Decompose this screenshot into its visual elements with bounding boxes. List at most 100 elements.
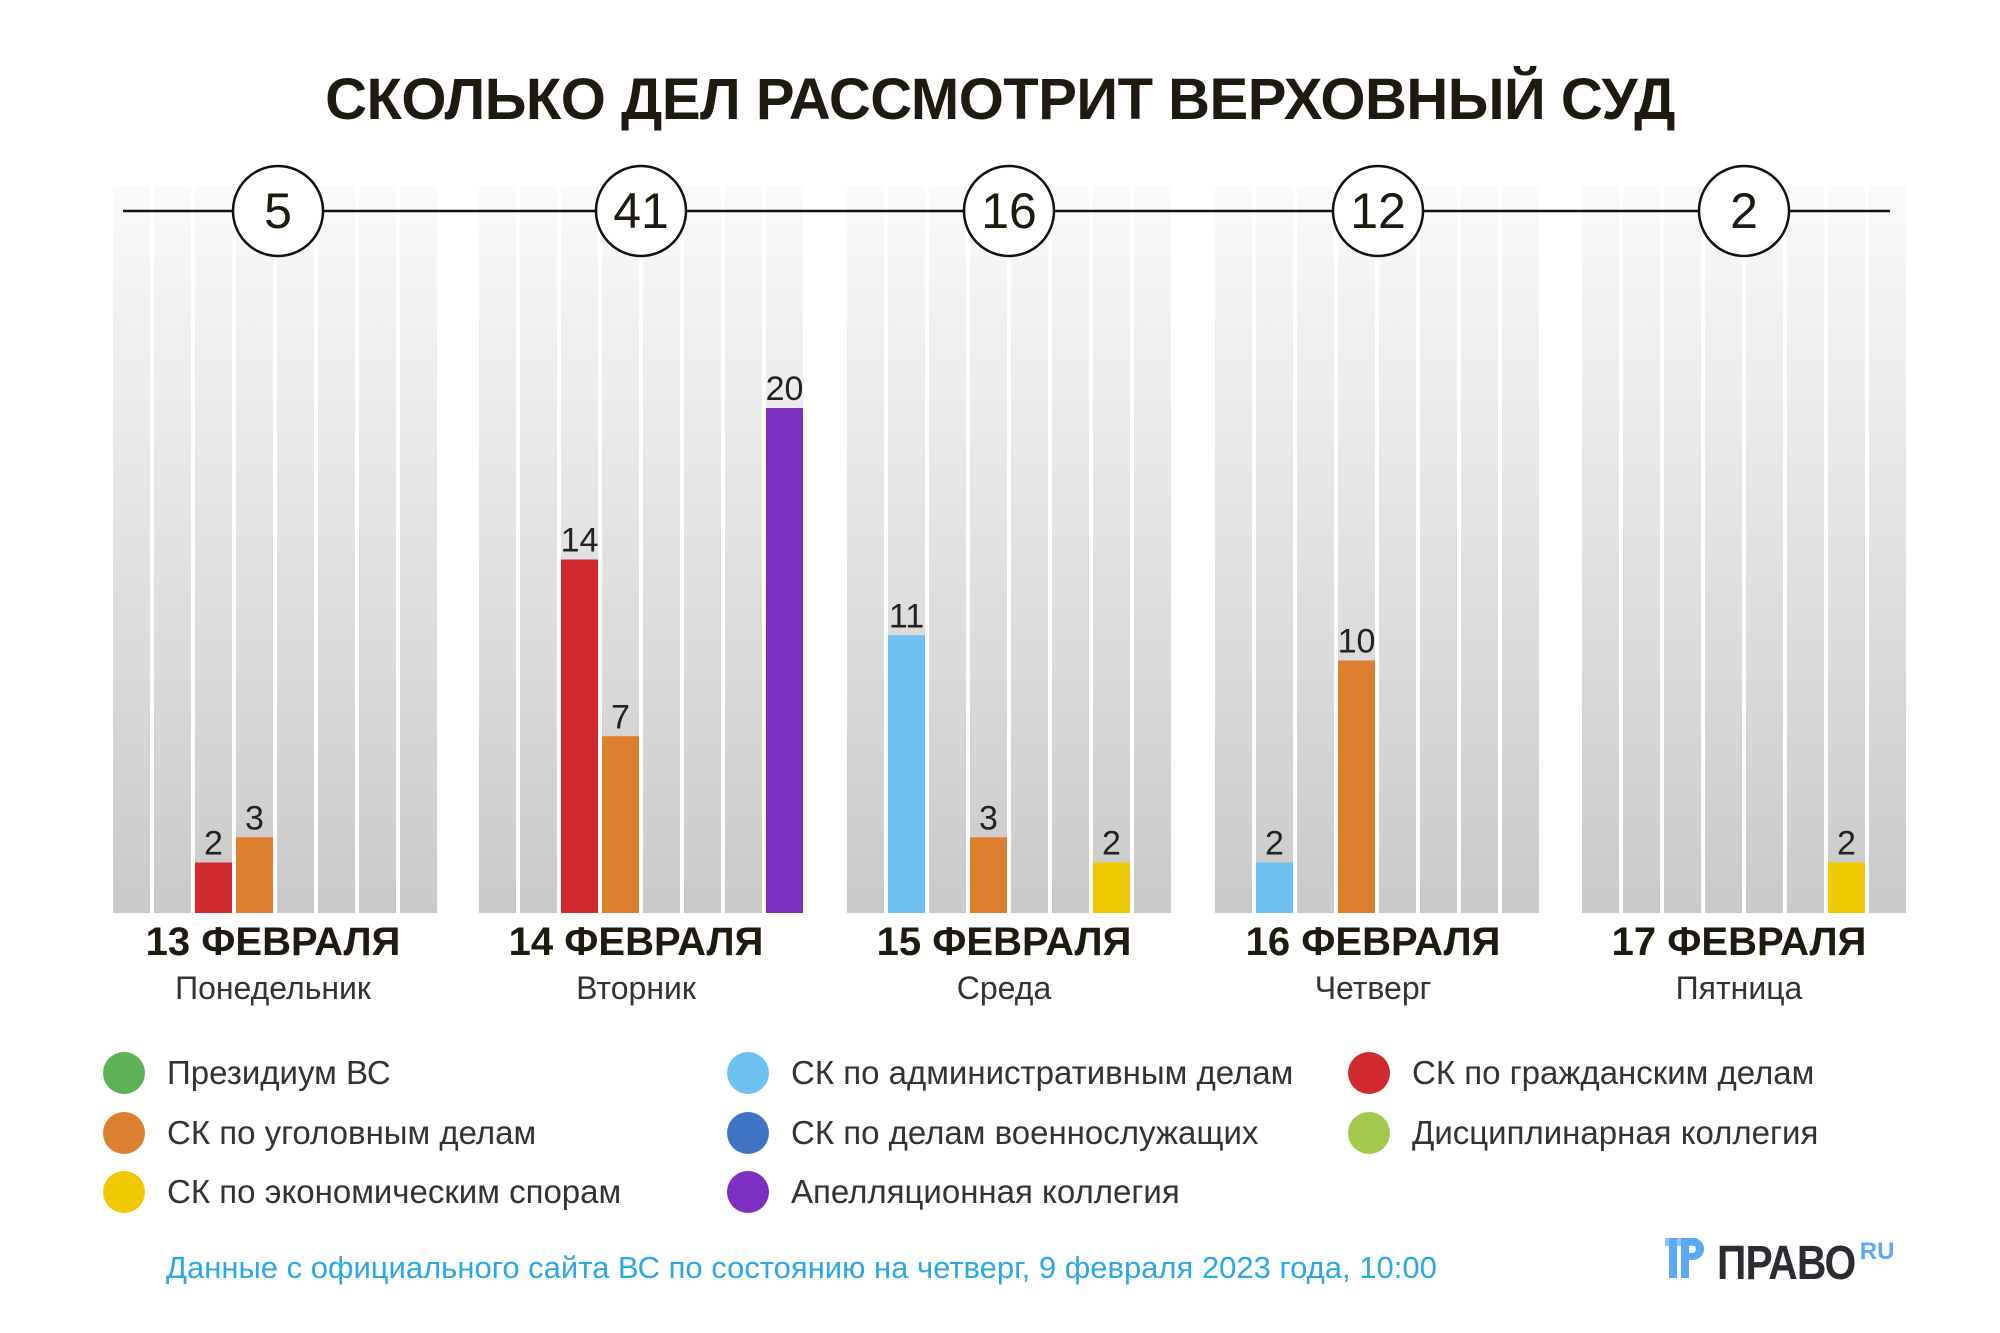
legend-swatch-icon [1348,1112,1390,1154]
column-background [1420,186,1457,913]
column-background [1787,186,1824,913]
legend-label: СК по административным делам [791,1054,1294,1091]
day-total-label: 12 [1350,183,1406,239]
column-background [1256,186,1293,913]
bar [195,862,232,913]
weekday-label: Четверг [1314,970,1432,1006]
column-background [1379,186,1416,913]
column-background [1828,186,1865,913]
column-background [847,186,884,913]
bar-value-label: 7 [611,698,630,736]
day-total-label: 16 [981,183,1037,239]
column-background [1623,186,1660,913]
bar [888,635,925,913]
bar [1828,862,1865,913]
source-note: Данные с официального сайта ВС по состоя… [166,1250,1437,1285]
logo-mark-icon [1665,1238,1704,1278]
weekday-label: Понедельник [175,970,371,1006]
weekday-label: Пятница [1675,970,1803,1006]
bar [236,837,273,913]
bar [561,559,598,913]
legend-label: СК по уголовным делам [167,1114,537,1151]
column-background [236,186,273,913]
legend-item: Дисциплинарная коллегия [1348,1112,1818,1154]
legend-label: Апелляционная коллегия [791,1173,1180,1210]
bar-value-label: 14 [561,522,599,560]
column-background [1746,186,1783,913]
bar-value-label: 2 [1102,825,1121,863]
legend-label: СК по экономическим спорам [167,1173,622,1210]
bar [1256,862,1293,913]
date-label: 15 ФЕВРАЛЯ [876,920,1132,964]
legend-swatch-icon [103,1171,145,1213]
legend-item: СК по уголовным делам [103,1112,536,1154]
column-background [643,186,680,913]
bar-value-label: 3 [979,799,998,837]
bar-value-label: 2 [204,825,223,863]
column-background [154,186,191,913]
column-background [1664,186,1701,913]
day-total-label: 5 [264,183,292,239]
column-background [479,186,516,913]
legend-label: Дисциплинарная коллегия [1412,1114,1819,1151]
column-background [1093,186,1130,913]
column-background [195,186,232,913]
bar [970,837,1007,913]
logo-suffix: RU [1859,1238,1895,1265]
legend-label: СК по делам военнослужащих [791,1114,1259,1151]
legend-item: СК по гражданским делам [1348,1052,1814,1094]
day-total-label: 41 [613,183,669,239]
day-total-circle [1697,164,1791,258]
column-background [113,186,150,913]
legend-swatch-icon [727,1052,769,1094]
column-background [520,186,557,913]
bar-value-label: 3 [245,799,264,837]
column-background [970,186,1007,913]
column-background [684,186,721,913]
bar-value-label: 2 [1265,825,1284,863]
legend-swatch-icon [103,1112,145,1154]
chart-title: СКОЛЬКО ДЕЛ РАССМОТРИТ ВЕРХОВНЫЙ СУД [325,67,1675,132]
logo-word: ПРАВО [1717,1237,1856,1290]
legend-item: Президиум ВС [103,1052,391,1094]
weekday-label: Вторник [576,970,696,1006]
day-total-circle [1331,164,1425,258]
legend-swatch-icon [727,1171,769,1213]
date-label: 14 ФЕВРАЛЯ [508,920,764,964]
column-background [277,186,314,913]
legend-item: СК по делам военнослужащих [727,1112,1258,1154]
bar [602,736,639,913]
legend-item: СК по экономическим спорам [103,1171,621,1213]
legend-swatch-icon [727,1112,769,1154]
column-background [400,186,437,913]
column-background [1297,186,1334,913]
bar-value-label: 10 [1338,623,1376,661]
column-background [1502,186,1539,913]
bar [1093,862,1130,913]
weekday-label: Среда [956,970,1052,1006]
day-total-label: 2 [1730,183,1758,239]
column-background [1052,186,1089,913]
column-background [1582,186,1619,913]
day-total-circle [231,164,325,258]
column-background [1705,186,1742,913]
bar [1338,660,1375,913]
bar [766,408,803,913]
bar-value-label: 11 [889,597,924,635]
legend-item: СК по административным делам [727,1052,1293,1094]
column-background [359,186,396,913]
date-label: 13 ФЕВРАЛЯ [145,920,401,964]
bar-value-label: 20 [766,370,804,408]
column-background [1869,186,1906,913]
pravo-ru-logo: ПРАВО RU [1665,1236,1894,1291]
column-background [725,186,762,913]
column-background [1134,186,1171,913]
date-label: 16 ФЕВРАЛЯ [1245,920,1501,964]
column-background [1215,186,1252,913]
column-background [1011,186,1048,913]
column-background [929,186,966,913]
bar-value-label: 2 [1837,825,1856,863]
column-background [318,186,355,913]
legend-swatch-icon [1348,1052,1390,1094]
